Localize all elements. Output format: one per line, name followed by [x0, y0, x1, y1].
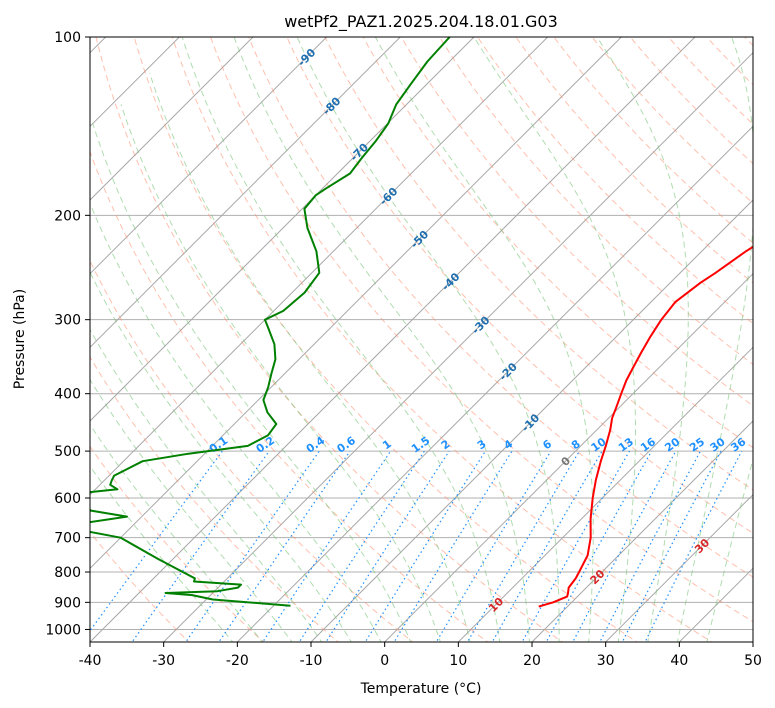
isotherm-line	[457, 346, 753, 642]
isotherm-line	[90, 37, 475, 422]
x-tick-label: 10	[449, 653, 467, 669]
moist-adiabat-line	[90, 271, 352, 642]
axes: -40 -30 -20 -10 0 10 20 30 40 50 100 200 300 400 500 60…	[45, 30, 762, 669]
isotherm-line	[384, 272, 753, 642]
moist-adiabat-line	[149, 72, 471, 642]
isotherm-line	[90, 37, 622, 570]
moist-adiabat-line	[92, 123, 412, 642]
y-tick-label: 100	[54, 30, 81, 46]
dry-adiabat-line	[90, 150, 489, 642]
y-tick-label: 700	[54, 531, 81, 547]
dry-adiabat-line	[248, 37, 753, 578]
dry-adiabat-line	[362, 37, 753, 449]
y-tick-label: 800	[54, 565, 81, 581]
x-tick-label: 50	[744, 653, 762, 669]
dry-adiabat-line	[476, 37, 753, 325]
chart-title: wetPf2_PAZ1.2025.204.18.01.G03	[284, 12, 558, 32]
plot-frame	[89, 36, 754, 643]
moist-adiabat-line	[181, 37, 501, 642]
isotherm-line	[310, 199, 753, 642]
dewpoint-line	[90, 37, 451, 607]
dry-adiabat-line	[400, 37, 753, 407]
y-axis-label: Pressure (hPa)	[12, 289, 28, 389]
y-tick-label: 300	[54, 313, 81, 329]
y-tick-label: 400	[54, 387, 81, 403]
profile-traces	[90, 37, 753, 608]
mixing-ratio-line	[393, 450, 513, 642]
mixing-ratio-line	[572, 450, 677, 642]
x-tick-label: 20	[523, 653, 541, 669]
isotherm-line	[236, 125, 753, 642]
dry-adiabat-line	[286, 37, 753, 534]
y-tick-label: 900	[54, 595, 81, 611]
moist-adiabat-line	[90, 378, 293, 642]
dry-adiabat-line	[90, 445, 265, 642]
dry-adiabat-line	[171, 37, 713, 642]
dry-adiabat-line	[438, 37, 753, 366]
mixing-ratio-line	[491, 450, 603, 642]
dry-adiabat-line	[90, 259, 414, 642]
isotherm-line	[90, 37, 549, 496]
dry-adiabat-line	[209, 37, 753, 623]
y-tick-label: 600	[54, 491, 81, 507]
isotherm-line	[605, 493, 753, 642]
y-tick-label: 200	[54, 208, 81, 224]
moist-adiabat-line	[90, 423, 264, 642]
moist-adiabat-line	[296, 37, 560, 642]
x-tick-label: 0	[380, 653, 389, 669]
x-axis-label: Temperature (°C)	[360, 681, 482, 697]
mixing-ratio-line	[644, 450, 743, 642]
isotherm-line	[90, 37, 254, 201]
mixing-ratio-line	[364, 450, 486, 642]
isotherm-line	[531, 420, 753, 642]
moist-adiabat-line	[120, 104, 441, 642]
y-tick-label: 1000	[45, 622, 81, 638]
x-tick-label: -20	[226, 653, 249, 669]
moist-adiabat-line	[233, 37, 530, 642]
moist-adiabat-line	[374, 37, 594, 642]
mixing-ratio-line	[545, 450, 653, 642]
mixing-ratio-line	[185, 450, 320, 642]
dry-adiabat-line	[90, 356, 340, 642]
dry-adiabat-line	[515, 37, 753, 284]
mixing-ratio-line	[621, 450, 722, 642]
mixing-ratio-line	[435, 450, 552, 642]
mixing-ratio-line	[466, 450, 580, 642]
dry-adiabat-line	[629, 37, 753, 165]
mixing-ratio-line	[262, 450, 392, 642]
mixing-ratio-line	[131, 450, 270, 642]
dry-adiabat-line	[324, 37, 753, 491]
background-lines	[90, 37, 753, 642]
mixing-ratio-line	[521, 450, 631, 642]
moist-adiabat-line	[596, 37, 689, 642]
mixing-ratio-line	[599, 450, 702, 642]
moist-adiabat-line	[90, 202, 382, 642]
x-tick-label: -40	[79, 653, 102, 669]
x-tick-label: -10	[300, 653, 323, 669]
isotherm-line	[163, 51, 753, 642]
x-tick-label: 40	[670, 653, 688, 669]
moist-adiabat-line	[676, 37, 753, 642]
moist-adiabat-line	[473, 37, 636, 642]
y-tick-label: 500	[54, 444, 81, 460]
x-tick-label: -30	[152, 653, 175, 669]
moist-adiabat-line	[706, 456, 753, 642]
isotherm-line	[90, 37, 401, 349]
temperature-line	[538, 245, 753, 608]
dry-adiabat-line	[95, 37, 564, 642]
isotherm-line	[90, 37, 328, 275]
isotherm-line	[90, 37, 696, 642]
x-tick-label: 30	[597, 653, 615, 669]
